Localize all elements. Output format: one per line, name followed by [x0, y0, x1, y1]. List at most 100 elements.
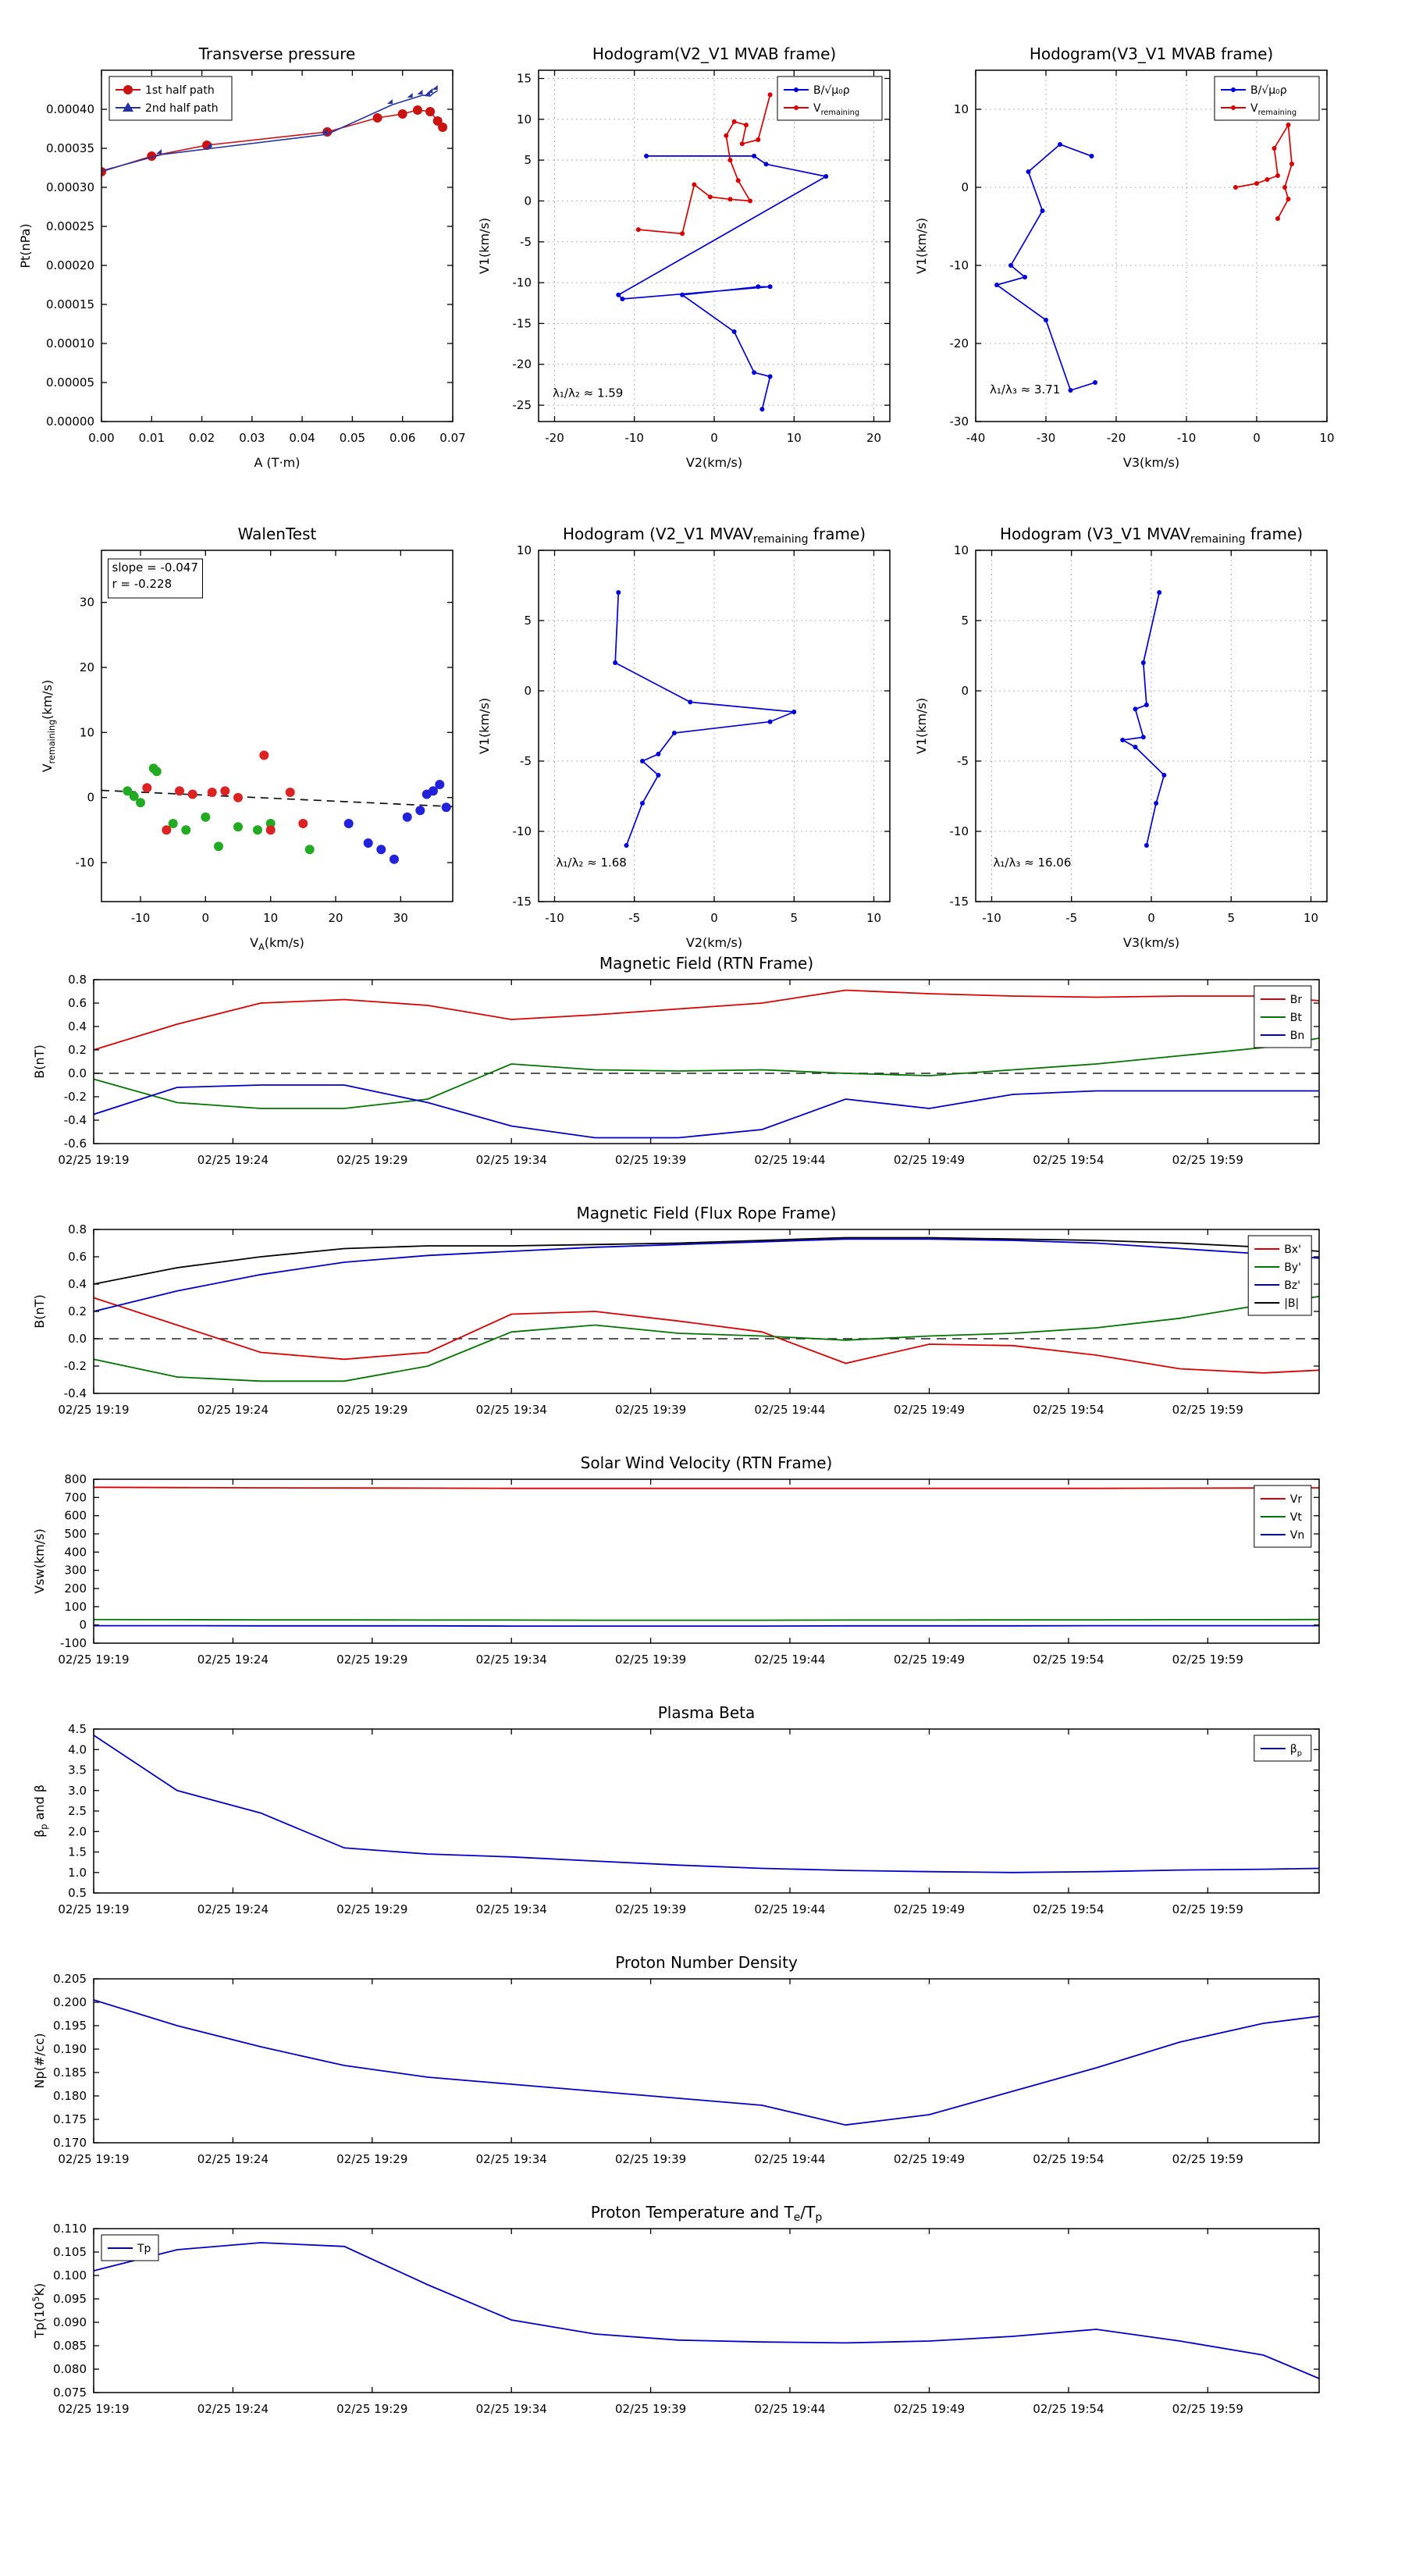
svg-text:Bt: Bt	[1290, 1012, 1303, 1024]
svg-text:0.05: 0.05	[340, 431, 365, 445]
svg-text:02/25 19:39: 02/25 19:39	[615, 1403, 686, 1417]
hodogram-v2-v1-mvav-gridlines	[539, 550, 890, 902]
magnetic-field-rtn-ticks	[93, 979, 1319, 1144]
hodogram-v3-v1-mvav-annotation: λ₁/λ₃ ≈ 16.06	[994, 856, 1072, 870]
hodogram-v2-v1-mvab-title: Hodogram(V2_V1 MVAB frame)	[592, 44, 836, 63]
svg-text:02/25 19:59: 02/25 19:59	[1172, 1653, 1243, 1667]
svg-text:02/25 19:29: 02/25 19:29	[336, 1403, 407, 1417]
svg-text:02/25 19:24: 02/25 19:24	[197, 1902, 269, 1916]
svg-text:-20: -20	[545, 431, 564, 445]
svg-text:0.095: 0.095	[53, 2292, 87, 2306]
svg-text:02/25 19:34: 02/25 19:34	[476, 1153, 547, 1167]
svg-text:02/25 19:29: 02/25 19:29	[336, 2152, 407, 2166]
magnetic-field-rtn-frame	[93, 979, 1320, 1144]
svg-text:0.01: 0.01	[139, 431, 165, 445]
walen-test-title: WalenTest	[238, 525, 317, 543]
svg-text:-30: -30	[950, 415, 969, 429]
svg-text:02/25 19:34: 02/25 19:34	[476, 1403, 547, 1417]
svg-text:200: 200	[64, 1582, 87, 1596]
transverse-pressure-ticks	[101, 70, 454, 422]
svg-text:100: 100	[64, 1599, 87, 1614]
transverse-pressure-tick-labels: 0.00 0.01 0.02 0.03 0.04 0.05 0.06 0.07 0.00000 0…	[46, 102, 466, 445]
hodogram-v2-v1-mvab-annotation: λ₁/λ₂ ≈ 1.59	[553, 386, 623, 400]
svg-text:-25: -25	[513, 398, 532, 412]
svg-text:300: 300	[64, 1564, 87, 1578]
svg-text:0.170: 0.170	[53, 2136, 87, 2150]
hodogram-v3-v1-mvav-series	[1120, 590, 1167, 848]
svg-text:02/25 19:44: 02/25 19:44	[754, 1653, 825, 1667]
svg-text:-5: -5	[520, 754, 532, 768]
svg-text:0.175: 0.175	[53, 2112, 87, 2126]
svg-text:Bx': Bx'	[1284, 1244, 1301, 1256]
svg-text:02/25 19:44: 02/25 19:44	[754, 1153, 825, 1167]
svg-text:0.090: 0.090	[53, 2315, 87, 2329]
svg-text:0: 0	[87, 791, 94, 805]
svg-text:0.00000: 0.00000	[46, 415, 94, 429]
svg-text:0.5: 0.5	[68, 1886, 87, 1900]
svg-text:10: 10	[517, 112, 532, 126]
svg-text:600: 600	[64, 1509, 87, 1523]
chart-magnetic-field-rtn: 02/25 19:19 02/25 19:24 02/25 19:29 02/25 1…	[32, 954, 1320, 1167]
svg-text:02/25 19:29: 02/25 19:29	[336, 1153, 407, 1167]
svg-text:0.195: 0.195	[53, 2019, 87, 2033]
hodogram-v3-v1-mvav-xlabel: V3(km/s)	[1123, 935, 1179, 950]
svg-text:0.00030: 0.00030	[46, 180, 94, 194]
svg-text:02/25 19:54: 02/25 19:54	[1033, 1403, 1104, 1417]
walen-test-series	[101, 750, 453, 864]
svg-text:30: 30	[80, 596, 94, 610]
svg-text:5: 5	[524, 153, 532, 167]
svg-text:15: 15	[517, 72, 532, 86]
svg-text:-20: -20	[513, 358, 532, 372]
svg-text:02/25 19:19: 02/25 19:19	[58, 2402, 129, 2416]
svg-text:02/25 19:19: 02/25 19:19	[58, 1653, 129, 1667]
svg-text:02/25 19:19: 02/25 19:19	[58, 1902, 129, 1916]
svg-text:-30: -30	[1037, 431, 1056, 445]
svg-text:V2(km/s): V2(km/s)	[686, 935, 742, 950]
svg-text:-10: -10	[131, 911, 151, 925]
svg-text:0.200: 0.200	[53, 1995, 87, 2009]
svg-text:2.0: 2.0	[68, 1824, 87, 1838]
svg-text:0.4: 0.4	[68, 1019, 87, 1034]
svg-text:0.00015: 0.00015	[46, 297, 94, 311]
hodogram-v3-v1-mvab-xlabel: V3(km/s)	[1123, 455, 1179, 470]
svg-text:10: 10	[787, 431, 802, 445]
walen-test-ticks	[101, 550, 453, 902]
chart-magnetic-field-flux-rope: 02/25 19:19 02/25 19:24 02/25 19:29 02/25 1…	[32, 1204, 1320, 1417]
svg-text:02/25 19:44: 02/25 19:44	[754, 2402, 825, 2416]
svg-text:10: 10	[866, 911, 881, 925]
svg-text:0: 0	[79, 1618, 87, 1632]
svg-text:0.075: 0.075	[53, 2386, 87, 2400]
svg-text:-5: -5	[520, 235, 532, 249]
svg-text:Hodogram (V2_V1 MVAVremaining​: Hodogram (V2_V1 MVAVremaining​ frame)	[563, 525, 866, 546]
svg-text:WalenTest: WalenTest	[238, 525, 317, 543]
proton-temperature-series	[94, 2242, 1319, 2379]
svg-text:3.0: 3.0	[68, 1784, 87, 1798]
hodogram-v3-v1-mvab-tick-labels: -40 -30 -20 -10 0 10 -30 -20 -10 0 10	[950, 102, 1335, 445]
svg-text:02/25 19:54: 02/25 19:54	[1033, 2152, 1104, 2166]
svg-text:02/25 19:34: 02/25 19:34	[476, 1902, 547, 1916]
svg-text:5: 5	[524, 614, 532, 628]
hodogram-v3-v1-mvav-gridlines	[976, 550, 1327, 902]
svg-text:A (T·m): A (T·m)	[254, 455, 301, 470]
magnetic-field-flux-rope-title: Magnetic Field (Flux Rope Frame)	[577, 1204, 837, 1222]
svg-text:10: 10	[954, 102, 969, 116]
svg-text:B/√μ₀ρ: B/√μ₀ρ	[1250, 84, 1287, 97]
svg-text:Hodogram(V3_V1 MVAB frame): Hodogram(V3_V1 MVAB frame)	[1030, 44, 1273, 63]
svg-text:20: 20	[866, 431, 881, 445]
svg-text:1.0: 1.0	[68, 1866, 87, 1880]
solar-wind-velocity-ticks	[93, 1478, 1319, 1644]
svg-text:Magnetic Field (Flux Rope Fram: Magnetic Field (Flux Rope Frame)	[577, 1204, 837, 1222]
svg-text:02/25 19:39: 02/25 19:39	[615, 2402, 686, 2416]
svg-text:0.2: 0.2	[68, 1304, 87, 1318]
svg-text:-5: -5	[628, 911, 640, 925]
svg-text:0: 0	[710, 431, 718, 445]
svg-text:0.02: 0.02	[189, 431, 215, 445]
svg-text:0.185: 0.185	[53, 2065, 87, 2080]
svg-text:02/25 19:29: 02/25 19:29	[336, 2402, 407, 2416]
svg-text:0.07: 0.07	[439, 431, 465, 445]
hodogram-v2-v1-mvav-tick-labels: -10 -5 0 5 10 -15 -10 -5 0 5 10	[513, 543, 882, 925]
plasma-beta-series	[94, 1735, 1319, 1873]
hodogram-v3-v1-mvab-ylabel: V1(km/s)	[914, 218, 929, 274]
svg-text:-100: -100	[60, 1636, 87, 1650]
